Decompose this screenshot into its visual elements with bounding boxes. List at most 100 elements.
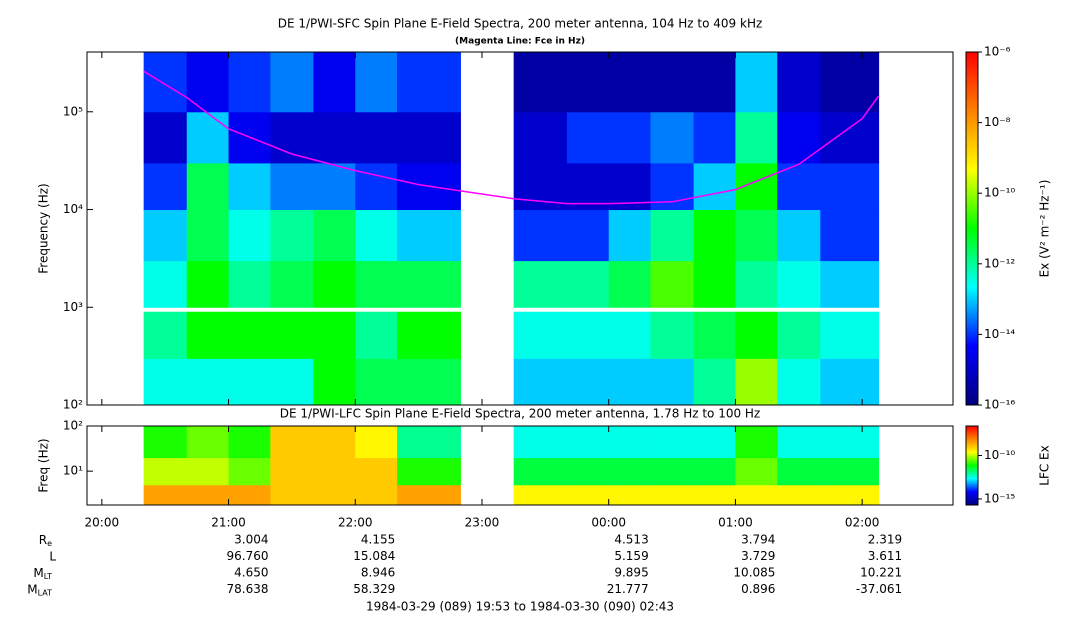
colorbar-tick-label: 10⁻⁶ bbox=[984, 45, 1011, 59]
cell bbox=[355, 358, 398, 406]
ephemeris-label-sub: LAT bbox=[38, 588, 52, 597]
cell bbox=[186, 426, 230, 459]
cell bbox=[820, 457, 880, 486]
cell bbox=[228, 52, 271, 113]
cell bbox=[693, 209, 736, 262]
cell bbox=[186, 484, 230, 506]
cell bbox=[693, 52, 736, 113]
ephemeris-value: -37.061 bbox=[856, 582, 902, 596]
ephemeris-label-main: M bbox=[33, 566, 43, 580]
x-tick-label: 20:00 bbox=[85, 516, 120, 530]
x-tick-label: 01:00 bbox=[718, 516, 753, 530]
chart-subtitle: (Magenta Line: Fce in Hz) bbox=[455, 37, 585, 47]
ephemeris-value: 78.638 bbox=[227, 582, 269, 596]
ephemeris-label-main: M bbox=[27, 582, 37, 596]
cell bbox=[186, 162, 230, 211]
cell bbox=[608, 111, 652, 164]
y-tick-label: 10¹ bbox=[63, 464, 83, 478]
cell bbox=[513, 457, 568, 486]
cell bbox=[566, 311, 610, 359]
cell bbox=[313, 484, 356, 506]
ephemeris-value: 58.329 bbox=[353, 582, 395, 596]
cell bbox=[820, 52, 880, 113]
cell bbox=[143, 52, 188, 113]
cell bbox=[228, 162, 271, 211]
cell bbox=[566, 162, 610, 211]
cell bbox=[777, 260, 821, 308]
ephemeris-label-sub: e bbox=[47, 539, 52, 548]
cell bbox=[228, 426, 271, 459]
ephemeris-value: 4.513 bbox=[614, 533, 648, 547]
ephemeris-label: MLT bbox=[33, 566, 52, 581]
cell bbox=[650, 426, 695, 459]
y-axis-label: Frequency (Hz) bbox=[37, 183, 51, 274]
ephemeris-value: 0.896 bbox=[741, 582, 775, 596]
colorbar-tick-label: 10⁻¹⁴ bbox=[984, 327, 1015, 341]
ephemeris-value: 15.084 bbox=[353, 549, 395, 563]
cell bbox=[270, 484, 314, 506]
chart-title: DE 1/PWI-SFC Spin Plane E-Field Spectra,… bbox=[278, 17, 763, 31]
cell bbox=[693, 111, 736, 164]
cell bbox=[777, 111, 821, 164]
cell bbox=[608, 52, 652, 113]
cell bbox=[355, 260, 398, 308]
cell bbox=[270, 111, 314, 164]
cell bbox=[270, 358, 314, 406]
colorbar-tick-label: 10⁻⁸ bbox=[984, 115, 1011, 129]
ephemeris-value: 21.777 bbox=[607, 582, 649, 596]
cell bbox=[143, 209, 188, 262]
cell bbox=[693, 260, 736, 308]
ephemeris-label: Re bbox=[39, 533, 52, 548]
cell bbox=[513, 111, 568, 164]
cell bbox=[735, 311, 778, 359]
cell bbox=[777, 426, 821, 459]
cell bbox=[777, 52, 821, 113]
cell bbox=[513, 311, 568, 359]
cell bbox=[608, 209, 652, 262]
y-tick-label: 10³ bbox=[63, 300, 83, 314]
cell bbox=[228, 311, 271, 359]
cell bbox=[186, 209, 230, 262]
y-tick-label: 10⁴ bbox=[63, 202, 83, 216]
cell bbox=[777, 358, 821, 406]
cell bbox=[820, 111, 880, 164]
cell bbox=[693, 484, 736, 506]
ephemeris-value: 3.004 bbox=[234, 533, 268, 547]
cell bbox=[143, 311, 188, 359]
cell bbox=[397, 209, 461, 262]
colorbar-tick-label: 10⁻¹⁰ bbox=[984, 448, 1015, 462]
colorbar bbox=[965, 51, 979, 406]
cell bbox=[513, 52, 568, 113]
cell bbox=[270, 311, 314, 359]
cell bbox=[270, 52, 314, 113]
cell bbox=[735, 457, 778, 486]
cell bbox=[608, 358, 652, 406]
cell bbox=[397, 311, 461, 359]
cell bbox=[650, 52, 695, 113]
cell bbox=[820, 358, 880, 406]
cell bbox=[693, 311, 736, 359]
cell bbox=[313, 260, 356, 308]
cell bbox=[313, 358, 356, 406]
ephemeris-value: 10.221 bbox=[860, 566, 902, 580]
colorbar-tick-label: 10⁻¹² bbox=[984, 256, 1015, 270]
cell bbox=[820, 311, 880, 359]
cell bbox=[355, 162, 398, 211]
cell bbox=[566, 209, 610, 262]
cell bbox=[513, 358, 568, 406]
ephemeris-value: 3.794 bbox=[741, 533, 775, 547]
y-tick-label: 10² bbox=[63, 419, 83, 433]
cell bbox=[735, 358, 778, 406]
y-axis-label: Freq (Hz) bbox=[37, 438, 51, 492]
cell bbox=[820, 484, 880, 506]
cell bbox=[186, 457, 230, 486]
cell bbox=[355, 209, 398, 262]
cell bbox=[608, 484, 652, 506]
cell bbox=[143, 457, 188, 486]
cell bbox=[650, 457, 695, 486]
cell bbox=[693, 358, 736, 406]
cell bbox=[608, 457, 652, 486]
ephemeris-value: 10.085 bbox=[733, 566, 775, 580]
cell bbox=[397, 426, 461, 459]
ephemeris-value: 2.319 bbox=[868, 533, 902, 547]
